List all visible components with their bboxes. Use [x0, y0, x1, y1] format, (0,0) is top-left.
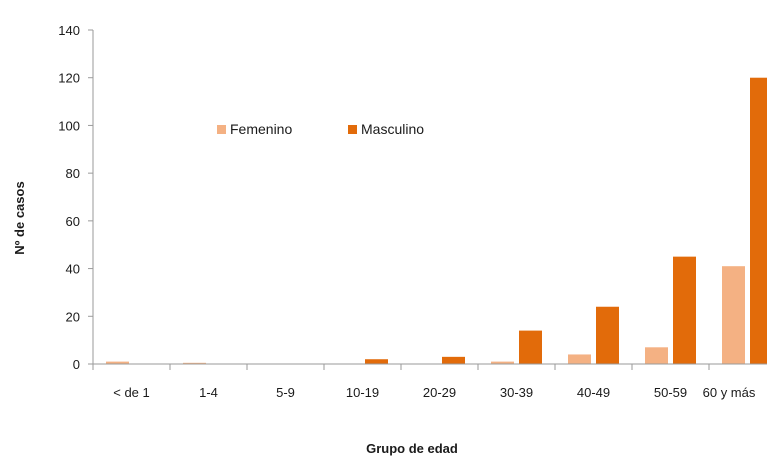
bar-masculino	[519, 330, 542, 364]
x-tick-label: < de 1	[113, 385, 150, 400]
y-tick-label: 40	[66, 262, 80, 277]
bar-femenino	[722, 266, 745, 364]
x-tick-label: 50-59	[654, 385, 687, 400]
x-tick-label: 10-19	[346, 385, 379, 400]
bar-femenino	[183, 362, 206, 364]
bar-masculino	[750, 77, 767, 364]
y-tick-label: 20	[66, 309, 80, 324]
x-tick-label: 40-49	[577, 385, 610, 400]
x-tick-label: 5-9	[276, 385, 295, 400]
y-tick-label: 60	[66, 214, 80, 229]
x-axis-ticks: < de 1 1-4 5-9 10-19 20-29 30-39 40-49 50-59 60 …	[92, 364, 756, 400]
x-tick-label: 30-39	[500, 385, 533, 400]
y-axis-ticks: 0 20 40 60 80 100 120 140	[58, 23, 93, 372]
x-tick-label: 20-29	[423, 385, 456, 400]
bars	[106, 77, 767, 364]
y-tick-label: 100	[58, 118, 80, 133]
y-tick-label: 0	[73, 357, 80, 372]
legend-label-femenino: Femenino	[230, 121, 292, 137]
x-tick-label: 60 y más	[703, 385, 756, 400]
bar-femenino	[106, 361, 129, 364]
legend-swatch-masculino	[348, 125, 357, 134]
legend-swatch-femenino	[217, 125, 226, 134]
bar-masculino	[596, 306, 619, 364]
y-tick-label: 80	[66, 166, 80, 181]
bar-masculino	[442, 356, 465, 364]
y-tick-label: 120	[58, 71, 80, 86]
bar-femenino	[491, 361, 514, 364]
bar-masculino	[673, 256, 696, 364]
bar-femenino	[568, 354, 591, 364]
y-tick-label: 140	[58, 23, 80, 38]
bar-femenino	[645, 347, 668, 364]
x-axis-title: Grupo de edad	[366, 441, 458, 456]
y-axis-title: Nº de casos	[12, 181, 27, 254]
legend-label-masculino: Masculino	[361, 121, 424, 137]
legend: Femenino Masculino	[217, 121, 424, 137]
x-tick-label: 1-4	[199, 385, 218, 400]
bar-masculino	[365, 359, 388, 364]
